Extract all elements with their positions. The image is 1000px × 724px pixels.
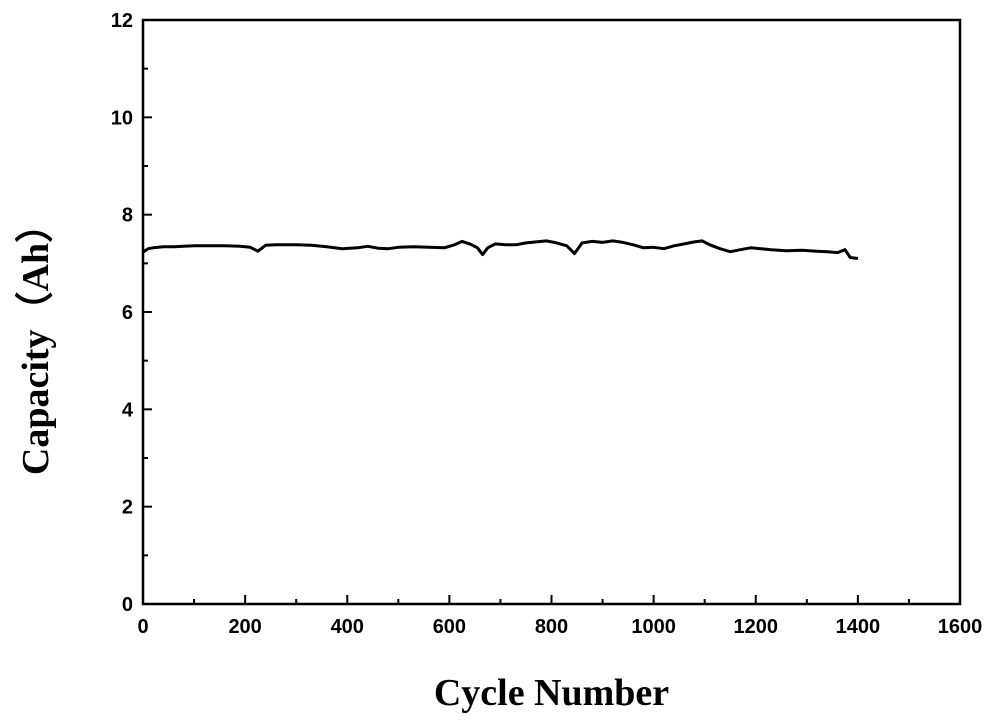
y-tick-label: 4 <box>122 399 134 421</box>
x-tick-label: 1600 <box>938 616 983 638</box>
x-tick-label: 1400 <box>836 616 881 638</box>
x-axis-title: Cycle Number <box>434 672 669 714</box>
x-tick-label: 600 <box>433 616 466 638</box>
axis-tick-labels: 0 200 400 600 800 1000 1200 1400 1600 0 2 4 6 8 10 12 <box>111 10 983 638</box>
x-tick-label: 0 <box>137 616 148 638</box>
y-tick-label: 2 <box>122 497 133 519</box>
x-tick-label: 400 <box>331 616 364 638</box>
y-axis-title: Capacity（Ah） <box>15 205 57 475</box>
x-tick-label: 1000 <box>631 616 676 638</box>
x-tick-label: 1200 <box>734 616 779 638</box>
y-tick-label: 12 <box>111 10 133 32</box>
capacity-series-line <box>142 239 859 260</box>
y-tick-label: 0 <box>122 594 133 616</box>
plot-frame <box>141 18 962 606</box>
x-tick-label: 200 <box>228 616 261 638</box>
axis-ticks <box>142 19 961 605</box>
y-tick-label: 6 <box>122 302 133 324</box>
y-tick-label: 10 <box>111 107 133 129</box>
x-tick-label: 800 <box>535 616 568 638</box>
y-tick-label: 8 <box>122 205 133 227</box>
